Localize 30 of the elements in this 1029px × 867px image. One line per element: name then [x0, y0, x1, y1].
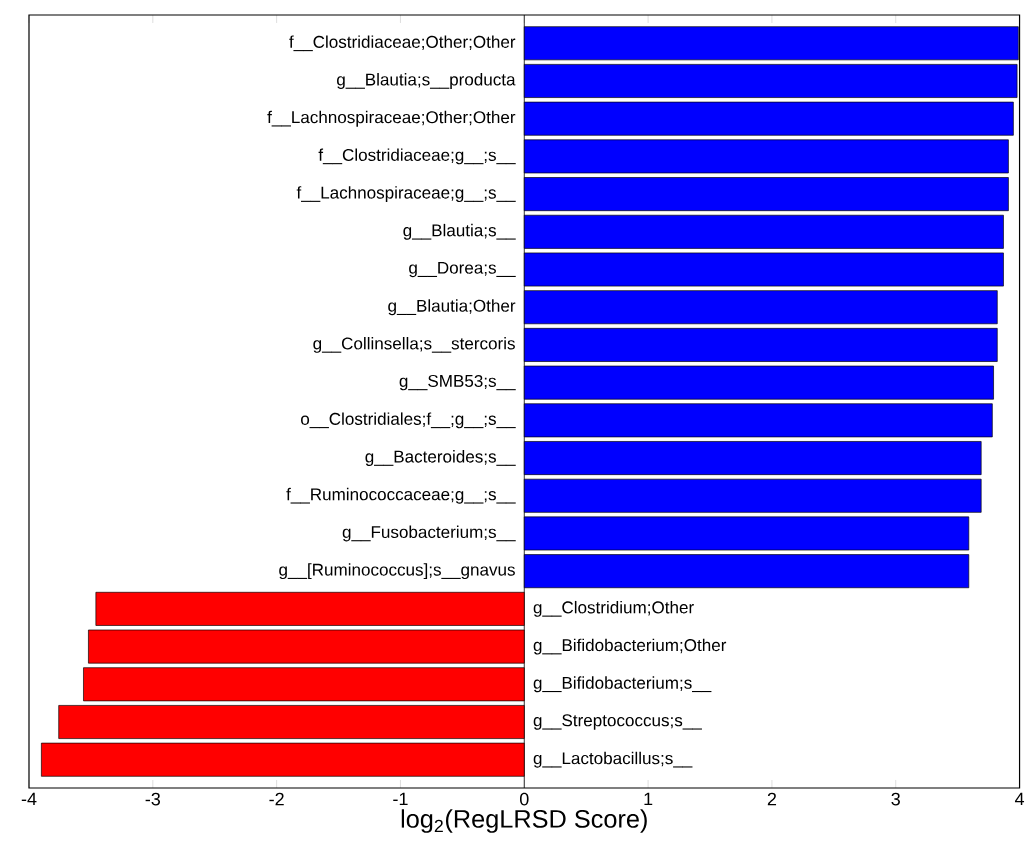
y-tick-label: f__Clostridiaceae;g__;s__ [318, 148, 516, 165]
x-tick-label: 2 [767, 792, 777, 806]
y-tick-label: g__Bacteroides;s__ [365, 450, 516, 467]
y-tick-label: g__Blautia;s__ [403, 224, 516, 240]
x-tick-label: 4 [1014, 792, 1025, 806]
y-tick-label: f__Ruminococcaceae;g__;s__ [286, 488, 516, 504]
y-tick-label: g__SMB53;s__ [399, 375, 516, 391]
y-tick-label: f__Clostridiaceae;Other;Other [289, 35, 516, 52]
x-tick-label: 3 [891, 792, 900, 806]
x-tick-label: -2 [269, 792, 284, 806]
x-tick-label: 1 [644, 792, 653, 806]
y-tick-label: g__Blautia;Other [388, 299, 516, 316]
y-tick-label: g__[Ruminococcus];s__gnavus [279, 563, 515, 580]
y-tick-label: g__Bifidobacterium;Other [533, 638, 727, 655]
x-axis-title: log$_{2}$(RegLRSD Score) [401, 809, 647, 834]
y-tick-label: g__Clostridium;Other [533, 601, 694, 618]
x-tick-label: -1 [393, 792, 408, 806]
x-tick-label: -4 [21, 792, 37, 806]
x-tick-label: -3 [145, 792, 161, 806]
y-tick-label: g__Dorea;s__ [409, 262, 516, 278]
y-tick-label: g__Fusobacterium;s__ [342, 525, 516, 542]
x-tick-label: 0 [519, 792, 529, 806]
y-tick-label: g__Lactobacillus;s__ [533, 751, 693, 768]
y-tick-label: g__Bifidobacterium;s__ [533, 676, 712, 693]
y-tick-label: f__Lachnospiraceae;g__;s__ [296, 186, 516, 203]
y-tick-label: g__Streptococcus;s__ [533, 714, 702, 730]
y-tick-label: g__Collinsella;s__stercoris [313, 337, 515, 354]
y-tick-label: f__Lachnospiraceae;Other;Other [267, 110, 516, 127]
y-tick-label: g__Blautia;s__producta [337, 73, 516, 90]
y-tick-label: o__Clostridiales;f__;g__;s__ [301, 412, 516, 429]
